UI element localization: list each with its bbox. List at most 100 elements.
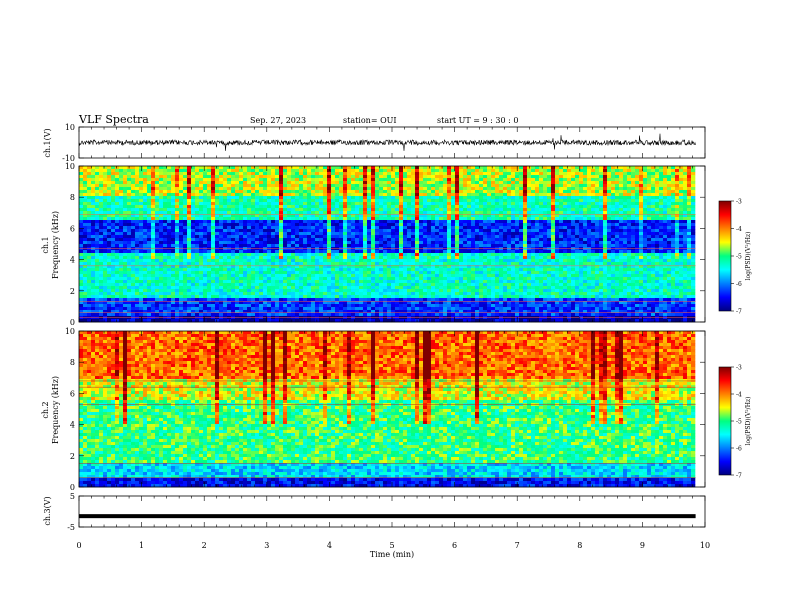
spectrogram-cell	[95, 244, 99, 247]
spectrogram-cell	[387, 208, 391, 211]
spectrogram-cell	[299, 295, 303, 298]
spectrogram-cell	[83, 223, 87, 226]
spectrogram-cell	[87, 199, 91, 202]
spectrogram-cell	[195, 184, 199, 187]
spectrogram-cell	[399, 256, 403, 259]
spectrogram-cell	[223, 244, 227, 247]
spectrogram-cell	[407, 244, 411, 247]
spectrogram-cell	[299, 208, 303, 211]
spectrogram-cell	[83, 286, 87, 289]
spectrogram-cell	[439, 292, 443, 295]
spectrogram-cell	[343, 277, 347, 280]
spectrogram-cell	[331, 196, 335, 199]
spectrogram-cell	[387, 202, 391, 205]
spectrogram-cell	[91, 292, 95, 295]
spectrogram-cell	[395, 292, 399, 295]
spectrogram-cell	[323, 253, 327, 256]
spectrogram-cell	[83, 307, 87, 310]
spectrogram-cell	[427, 211, 431, 214]
spectrogram-cell	[399, 223, 403, 226]
spectrogram-cell	[187, 235, 191, 238]
spectrogram-cell	[99, 190, 103, 193]
spectrogram-cell	[151, 166, 155, 169]
spectrogram-cell	[231, 295, 235, 298]
spectrogram-cell	[167, 307, 171, 310]
spectrogram-cell	[231, 196, 235, 199]
spectrogram-cell	[275, 217, 279, 220]
spectrogram-cell	[199, 229, 203, 232]
spectrogram-cell	[439, 259, 443, 262]
spectrogram-cell	[319, 169, 323, 172]
spectrogram-cell	[447, 169, 451, 172]
spectrogram-cell	[259, 205, 263, 208]
spectrogram-cell	[223, 178, 227, 181]
spectrogram-cell	[343, 304, 347, 307]
spectrogram-cell	[351, 259, 355, 262]
spectrogram-cell	[167, 256, 171, 259]
spectrogram-cell	[119, 313, 123, 316]
spectrogram-cell	[411, 184, 415, 187]
spectrogram-cell	[319, 241, 323, 244]
spectrogram-cell	[131, 175, 135, 178]
spectrogram-cell	[159, 253, 163, 256]
spectrogram-cell	[199, 256, 203, 259]
spectrogram-cell	[323, 205, 327, 208]
spectrogram-cell	[287, 244, 291, 247]
spectrogram-cell	[115, 298, 119, 301]
spectrogram-cell	[331, 292, 335, 295]
spectrogram-cell	[271, 193, 275, 196]
spectrogram-cell	[275, 235, 279, 238]
spectrogram-cell	[175, 295, 179, 298]
spectrogram-cell	[399, 211, 403, 214]
spectrogram-cell	[203, 229, 207, 232]
spectrogram-cell	[327, 259, 331, 262]
spectrogram-cell	[427, 265, 431, 268]
spectrogram-cell	[223, 241, 227, 244]
spectrogram-cell	[83, 298, 87, 301]
spectrogram-cell	[259, 259, 263, 262]
spectrogram-cell	[279, 298, 283, 301]
spectrogram-cell	[107, 253, 111, 256]
spectrogram-cell	[275, 196, 279, 199]
spectrogram-cell	[347, 259, 351, 262]
spectrogram-cell	[95, 166, 99, 169]
spectrogram-cell	[103, 184, 107, 187]
spectrogram-cell	[255, 190, 259, 193]
spectrogram-cell	[83, 220, 87, 223]
spectrogram-cell	[415, 169, 419, 172]
spectrogram-cell	[175, 205, 179, 208]
spectrogram-cell	[331, 169, 335, 172]
spectrogram-cell	[79, 229, 83, 232]
spectrogram-cell	[291, 211, 295, 214]
spectrogram-cell	[207, 220, 211, 223]
spectrogram-cell	[243, 298, 247, 301]
spectrogram-cell	[223, 271, 227, 274]
spectrogram-cell	[211, 232, 215, 235]
spectrogram-cell	[343, 199, 347, 202]
spectrogram-cell	[431, 238, 435, 241]
spectrogram-cell	[327, 202, 331, 205]
spectrogram-cell	[347, 244, 351, 247]
spectrogram-cell	[203, 202, 207, 205]
spectrogram-cell	[351, 283, 355, 286]
spectrogram-cell	[255, 238, 259, 241]
spectrogram-cell	[395, 265, 399, 268]
spectrogram-cell	[115, 199, 119, 202]
spectrogram-cell	[115, 238, 119, 241]
spectrogram-cell	[371, 193, 375, 196]
spectrogram-cell	[179, 262, 183, 265]
spectrogram-cell	[331, 250, 335, 253]
spectrogram-cell	[203, 193, 207, 196]
spectrogram-cell	[239, 208, 243, 211]
spectrogram-cell	[183, 265, 187, 268]
spectrogram-cell	[135, 241, 139, 244]
spectrogram-cell	[163, 187, 167, 190]
spectrogram-cell	[151, 250, 155, 253]
spectrogram-cell	[207, 205, 211, 208]
spectrogram-cell	[227, 259, 231, 262]
spectrogram-cell	[427, 193, 431, 196]
spectrogram-cell	[387, 298, 391, 301]
spectrogram-cell	[151, 178, 155, 181]
spectrogram-cell	[295, 259, 299, 262]
spectrogram-cell	[143, 229, 147, 232]
